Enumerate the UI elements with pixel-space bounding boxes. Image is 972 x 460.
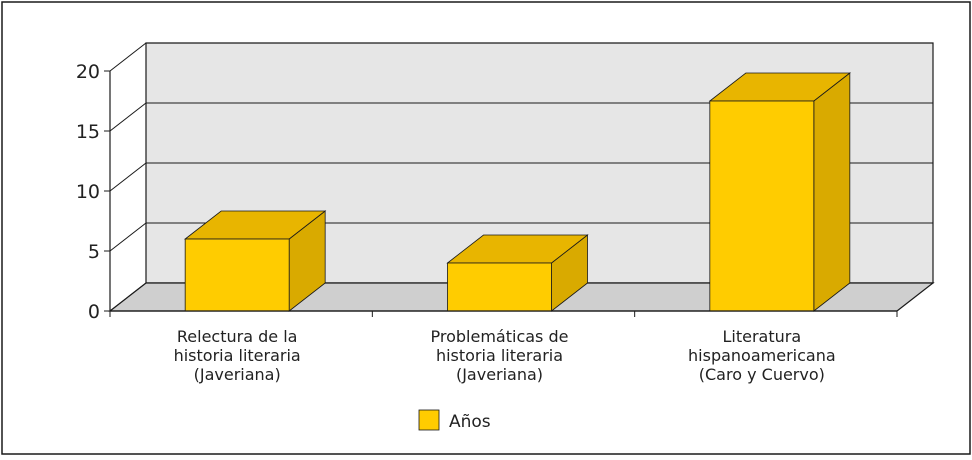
y-tick-mark bbox=[109, 42, 147, 72]
bar-front bbox=[184, 238, 290, 312]
y-tick-mark bbox=[109, 282, 147, 312]
bar-front bbox=[447, 262, 552, 312]
bar-front bbox=[709, 100, 815, 312]
bar bbox=[708, 72, 851, 312]
x-category-label: hispanoamericana bbox=[688, 346, 836, 365]
x-category-label: Problemáticas de bbox=[431, 327, 569, 346]
y-tick-label: 5 bbox=[88, 241, 100, 263]
y-tick-label: 20 bbox=[76, 61, 100, 83]
x-category-label: Relectura de la bbox=[177, 327, 298, 346]
bar bbox=[446, 234, 589, 312]
x-category-label: (Javeriana) bbox=[456, 365, 543, 384]
legend-swatch bbox=[418, 409, 440, 431]
x-category-label: historia literaria bbox=[174, 346, 301, 365]
y-tick-mark bbox=[109, 162, 147, 192]
bar bbox=[184, 210, 327, 312]
x-category-label: historia literaria bbox=[436, 346, 563, 365]
legend-label: Años bbox=[449, 412, 491, 432]
bar-side bbox=[813, 72, 851, 312]
y-tick-label: 15 bbox=[76, 121, 100, 143]
y-tick-label: 10 bbox=[76, 181, 100, 203]
x-category-label: Literatura bbox=[723, 327, 802, 346]
y-tick-mark bbox=[109, 222, 147, 252]
x-category-label: (Caro y Cuervo) bbox=[699, 365, 825, 384]
x-category-label: (Javeriana) bbox=[194, 365, 281, 384]
y-tick-mark bbox=[109, 102, 147, 132]
y-tick-label: 0 bbox=[88, 301, 100, 323]
